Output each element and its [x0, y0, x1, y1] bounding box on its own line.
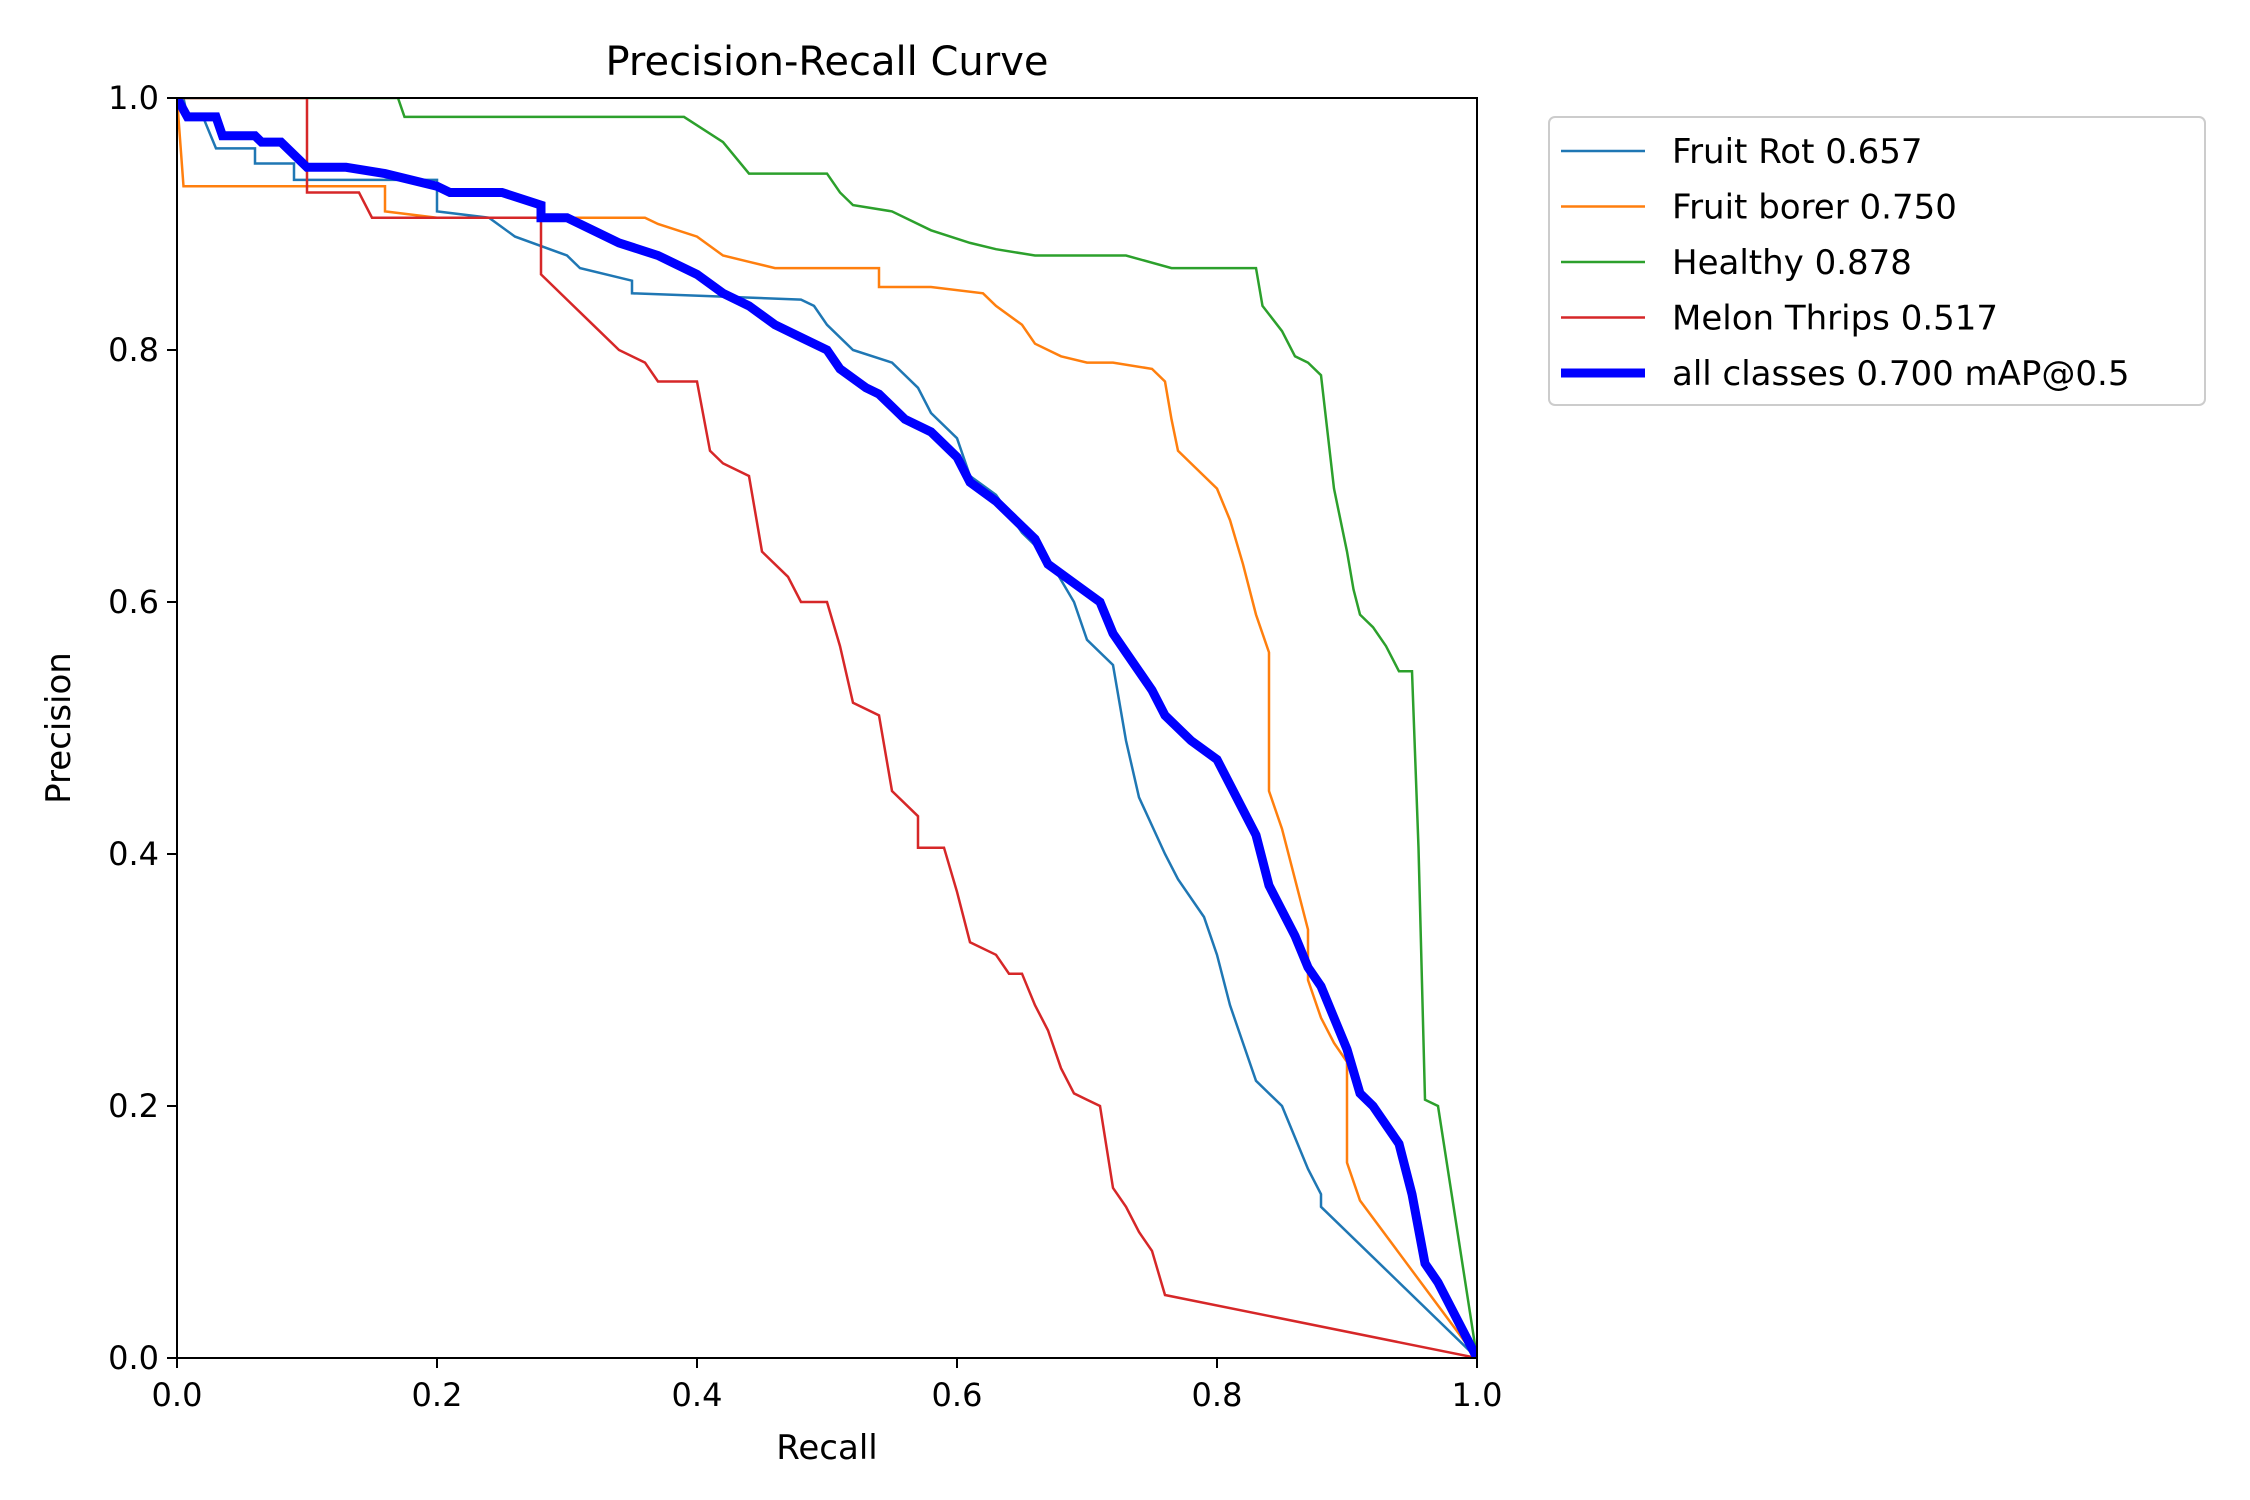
series-line-3 [177, 98, 1477, 1358]
plot-frame [176, 97, 1478, 1359]
y-tick-label: 0.0 [108, 1339, 159, 1377]
legend-entry-label: Fruit Rot 0.657 [1672, 132, 1923, 172]
y-tick-label: 1.0 [108, 79, 159, 117]
series-line-2 [177, 98, 1477, 1358]
legend-entry-label: Fruit borer 0.750 [1672, 188, 1957, 228]
y-tick-label: 0.4 [108, 835, 159, 873]
legend-entry-label: all classes 0.700 mAP@0.5 [1672, 354, 2129, 394]
y-axis-label: Precision [39, 652, 79, 804]
y-tick-label: 0.2 [108, 1087, 159, 1125]
x-tick-label: 1.0 [1452, 1376, 1503, 1414]
chart-title: Precision-Recall Curve [606, 39, 1049, 85]
y-axis: 0.0 0.2 0.4 0.6 0.8 1.0 [108, 79, 177, 1377]
x-axis-label: Recall [776, 1428, 877, 1468]
legend-entry-label: Healthy 0.878 [1672, 243, 1912, 283]
x-tick-label: 0.6 [932, 1376, 983, 1414]
series-line-0 [177, 98, 1477, 1358]
series-line-1 [177, 98, 1477, 1358]
x-tick-label: 0.2 [412, 1376, 463, 1414]
legend: Fruit Rot 0.657 Fruit borer 0.750 Healthy … [1548, 116, 2206, 406]
legend-box [1548, 116, 2206, 406]
y-tick-label: 0.8 [108, 331, 159, 369]
x-tick-label: 0.4 [672, 1376, 723, 1414]
series-line-4 [177, 98, 1477, 1358]
x-axis: 0.0 0.2 0.4 0.6 0.8 1.0 [152, 1358, 1503, 1414]
plot-area [177, 98, 1477, 1358]
y-tick-label: 0.6 [108, 583, 159, 621]
legend-entry-label: Melon Thrips 0.517 [1672, 299, 1998, 339]
x-tick-label: 0.0 [152, 1376, 203, 1414]
x-tick-label: 0.8 [1192, 1376, 1243, 1414]
